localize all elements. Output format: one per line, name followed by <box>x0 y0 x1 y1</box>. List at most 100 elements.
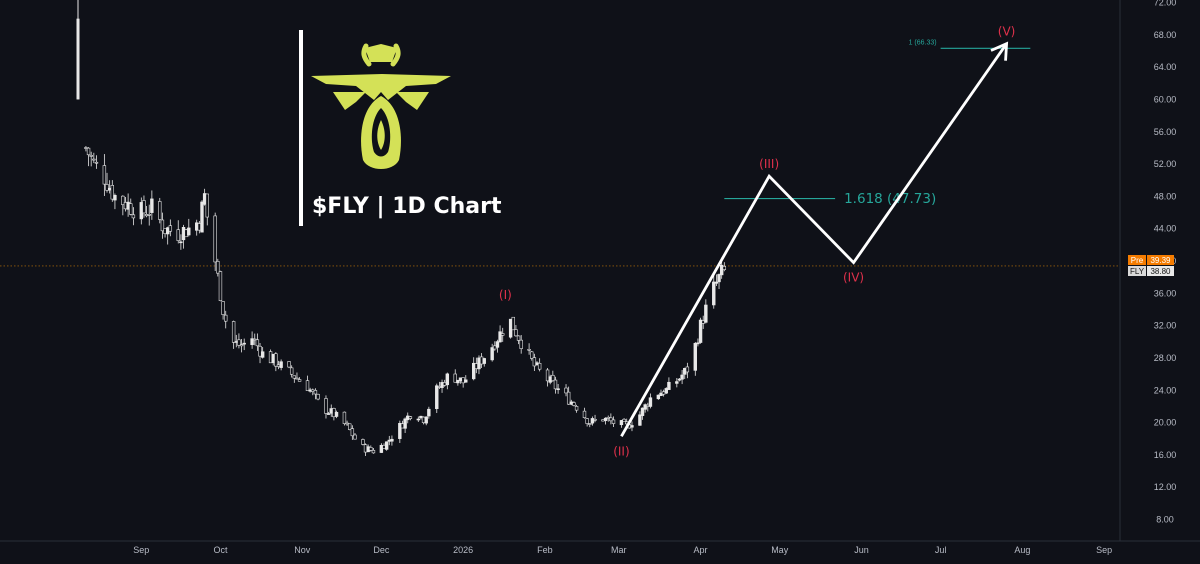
candle <box>551 374 555 381</box>
firefly-logo-icon <box>311 43 451 169</box>
candle <box>384 441 389 450</box>
candle <box>590 418 595 424</box>
candle <box>313 390 318 395</box>
candle <box>516 335 521 341</box>
candle <box>408 416 413 419</box>
candle <box>471 362 476 380</box>
candle <box>495 341 500 348</box>
projection-line[interactable] <box>620 42 1008 437</box>
candle <box>424 416 428 424</box>
candle <box>537 363 542 370</box>
candle <box>326 413 331 415</box>
candle <box>490 347 494 361</box>
y-tick-label: 16.00 <box>1154 450 1177 460</box>
candle <box>260 351 265 358</box>
price-tag-label: Pre <box>1131 256 1144 265</box>
candle <box>722 266 727 270</box>
candle <box>519 339 523 349</box>
candle <box>94 161 99 164</box>
candle <box>482 358 486 364</box>
candle <box>527 348 531 351</box>
brand-block: $FLY | 1D Chart <box>299 30 502 226</box>
candle <box>158 201 162 220</box>
candle <box>514 329 518 337</box>
y-tick-label: 72.00 <box>1154 0 1177 8</box>
x-axis[interactable]: Sep Oct Nov Dec 2026 Feb Mar Apr May Jun Jul Aug Sep <box>133 545 1112 555</box>
candle <box>221 301 225 315</box>
y-tick-label: 52.00 <box>1154 159 1177 169</box>
candle <box>566 391 571 405</box>
candle <box>611 419 616 424</box>
x-tick-label: Jul <box>935 545 947 555</box>
candle <box>334 411 339 417</box>
candle <box>593 419 597 421</box>
y-tick-label: 44.00 <box>1154 224 1177 234</box>
candle <box>369 447 373 451</box>
candle <box>110 185 114 200</box>
candle <box>501 333 505 336</box>
fibonacci-levels: 1.618 (47.73) 1 (66.33) <box>724 39 1031 207</box>
candle <box>416 418 421 421</box>
x-axis-panel[interactable] <box>0 541 1200 564</box>
candle <box>532 357 537 367</box>
x-tick-label: Sep <box>133 545 149 555</box>
candle <box>250 338 254 346</box>
candle <box>585 418 589 424</box>
y-tick-label: 68.00 <box>1154 30 1177 40</box>
price-tag-label-box <box>1128 266 1146 276</box>
candle <box>667 381 671 390</box>
fib-level-label: 1.618 (47.73) <box>844 191 936 207</box>
candle <box>643 404 647 410</box>
y-tick-label: 8.00 <box>1156 515 1174 525</box>
candle <box>464 379 468 383</box>
x-tick-label: Apr <box>694 545 708 555</box>
candle <box>218 271 223 301</box>
candle <box>398 423 402 439</box>
candle <box>168 225 173 232</box>
candle <box>714 281 719 284</box>
wave-label: (V) <box>998 25 1016 39</box>
candle <box>231 321 236 343</box>
candle <box>719 264 724 276</box>
candle <box>274 353 278 367</box>
candle <box>664 388 668 394</box>
candle <box>105 184 109 191</box>
candle <box>179 241 183 244</box>
candle <box>553 379 558 390</box>
x-tick-label: Nov <box>294 545 311 555</box>
candle <box>292 375 297 379</box>
candle <box>556 388 560 391</box>
candle <box>258 345 262 357</box>
candle <box>680 374 684 380</box>
candle <box>630 425 634 428</box>
candle <box>350 428 355 437</box>
candle <box>205 193 209 218</box>
candle <box>131 214 136 219</box>
candle <box>224 314 228 322</box>
candle <box>572 402 576 406</box>
candle <box>147 214 151 216</box>
candle <box>696 342 700 345</box>
candle <box>648 397 653 407</box>
candle <box>237 339 241 346</box>
price-tags: Pre 39.39 FLY 38.80 <box>1128 255 1174 276</box>
y-tick-label: 48.00 <box>1154 191 1177 201</box>
candle <box>574 406 579 411</box>
x-tick-label: Feb <box>537 545 553 555</box>
y-tick-label: 64.00 <box>1154 62 1177 72</box>
price-tag-value: 38.80 <box>1150 267 1171 276</box>
wave-label: (I) <box>499 288 512 302</box>
wave-label: (II) <box>613 444 629 458</box>
candle <box>427 408 431 417</box>
candle <box>289 367 294 375</box>
candle <box>693 342 697 371</box>
candle <box>113 194 117 201</box>
x-tick-label: Oct <box>213 545 228 555</box>
fib-level-label: 1 (66.33) <box>909 39 937 46</box>
candle <box>86 147 91 156</box>
candle <box>371 449 376 454</box>
candle <box>456 379 460 384</box>
candle <box>717 274 721 283</box>
